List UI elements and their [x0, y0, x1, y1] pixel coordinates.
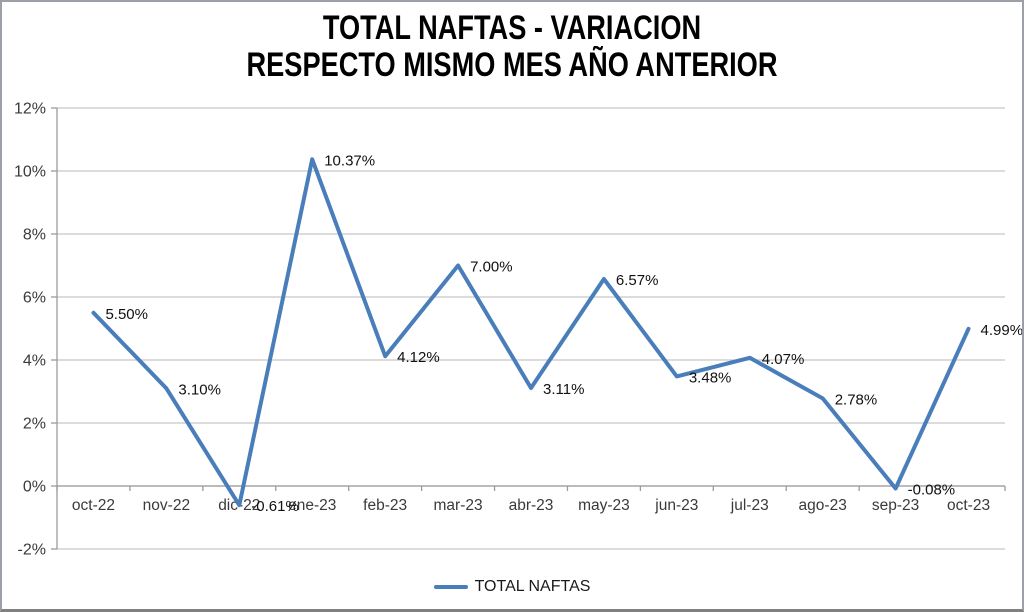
x-tick-label: ene-23: [288, 497, 336, 514]
y-tick-label: 4%: [23, 353, 46, 370]
x-tick-label: abr-23: [509, 497, 554, 514]
data-point-label: 5.50%: [105, 306, 148, 323]
y-tick-label: 0%: [23, 479, 46, 496]
chart-title-line1: TOTAL NAFTAS - VARIACION: [322, 9, 702, 47]
legend-line-icon: [433, 585, 468, 589]
x-tick-label: nov-22: [143, 497, 190, 514]
x-tick-label: oct-23: [947, 497, 990, 514]
y-tick-label: 8%: [23, 227, 46, 244]
data-point-label: 10.37%: [324, 152, 375, 169]
data-point-label: 3.48%: [689, 369, 732, 386]
x-tick-label: may-23: [578, 497, 630, 514]
data-line: [91, 157, 971, 508]
data-point-label: -0.61%: [251, 498, 299, 515]
x-tick-label: sep-23: [872, 497, 919, 514]
x-tick-label: jul-23: [730, 497, 769, 514]
x-tick-label: ago-23: [799, 497, 847, 514]
x-tick-label: oct-22: [72, 497, 115, 514]
y-tick-label: 10%: [14, 164, 46, 181]
data-point-label: 7.00%: [470, 259, 513, 276]
data-point-label: 2.78%: [835, 391, 878, 408]
data-point-label: 4.99%: [981, 322, 1022, 339]
x-tick-label: mar-23: [434, 497, 483, 514]
legend-label: TOTAL NAFTAS: [474, 578, 591, 595]
data-point-label: 3.10%: [178, 381, 221, 398]
x-tick-label: feb-23: [363, 497, 407, 514]
x-tick-label: jun-23: [654, 497, 698, 514]
chart-title: TOTAL NAFTAS - VARIACION RESPECTO MISMO …: [2, 10, 1022, 84]
data-point-label: -0.08%: [908, 482, 956, 499]
data-point-label: 6.57%: [616, 272, 659, 289]
y-tick-label: 6%: [23, 290, 46, 307]
data-point-label: 3.11%: [543, 381, 584, 398]
y-tick-label: 12%: [14, 101, 46, 118]
data-point-label: 4.12%: [397, 349, 440, 366]
chart-legend: TOTAL NAFTAS: [2, 573, 1022, 601]
y-tick-label: -2%: [18, 542, 46, 559]
data-point-label: 4.07%: [762, 351, 805, 368]
y-tick-label: 2%: [23, 416, 46, 433]
chart-title-line2: RESPECTO MISMO MES AÑO ANTERIOR: [246, 46, 778, 84]
